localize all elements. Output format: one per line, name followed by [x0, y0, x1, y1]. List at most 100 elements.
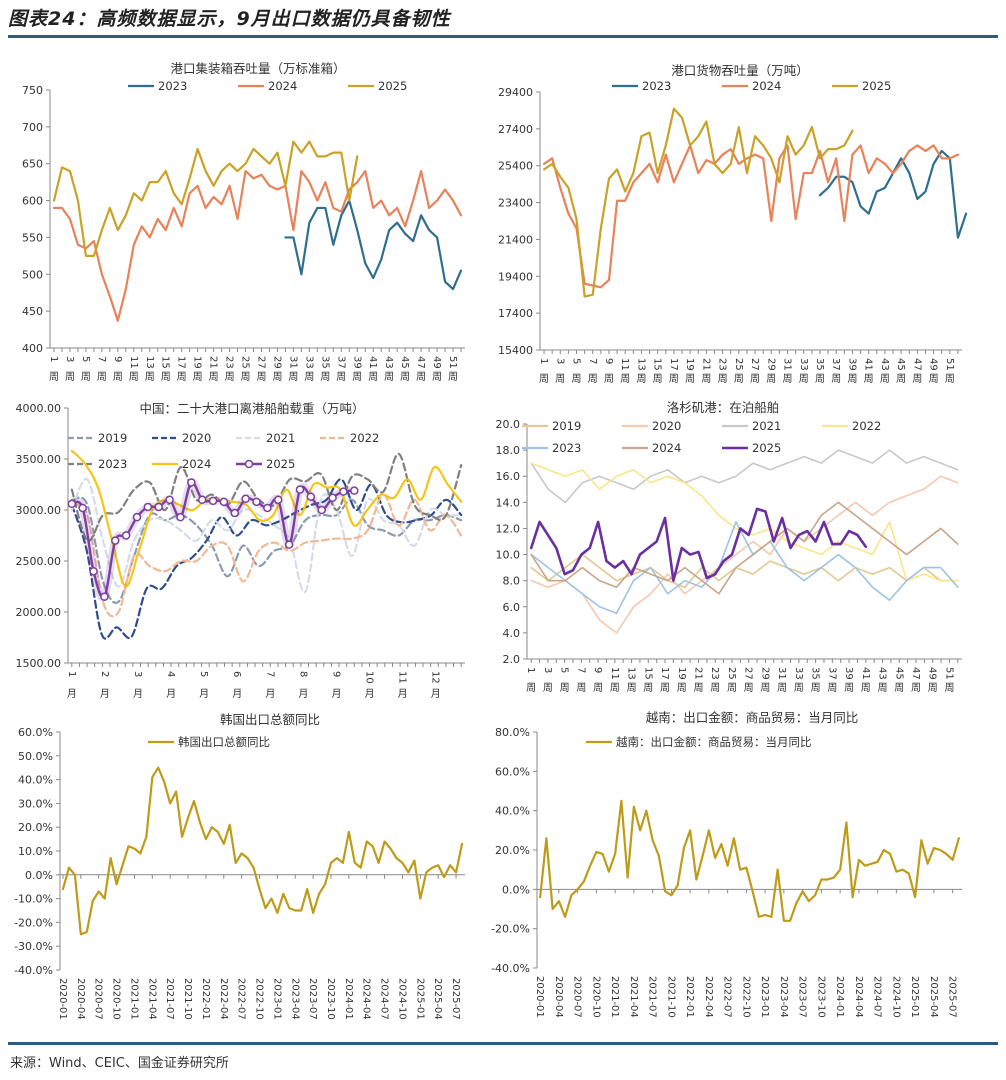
x-tick-label: 43 [877, 667, 888, 680]
legend-label: 2025 [378, 79, 407, 93]
x-tick-label: 2021-01 [609, 976, 620, 1018]
y-tick-label: 50.0% [18, 750, 53, 763]
y-tick-label: -30.0% [14, 940, 53, 953]
x-tick-unit: 周 [861, 682, 871, 694]
legend-label: 2024 [652, 441, 681, 455]
legend-label: 2019 [98, 431, 127, 445]
x-tick-unit: 周 [65, 371, 75, 383]
x-tick-label: 2023-04 [778, 976, 789, 1018]
x-tick-unit: 周 [878, 682, 888, 694]
legend-label: 2021 [752, 419, 781, 433]
x-tick-label: 2021-04 [628, 976, 639, 1018]
x-tick-label: 11 [397, 671, 408, 684]
y-tick-label: 14.0 [496, 496, 521, 509]
x-tick-label: 51 [944, 358, 955, 371]
y-tick-label: 20.0% [18, 821, 53, 834]
x-tick-unit: 月 [100, 688, 110, 700]
x-tick-unit: 周 [669, 373, 679, 385]
y-tick-label: 12.0 [496, 522, 521, 535]
x-tick-label: 37 [830, 358, 841, 371]
series-line-2025 [542, 107, 854, 298]
data-point-2025 [263, 503, 272, 513]
data-point-2025 [241, 494, 250, 504]
legend-label: 2023 [552, 441, 581, 455]
x-tick-unit: 周 [734, 373, 744, 385]
y-tick-label: 15400 [498, 344, 533, 357]
x-tick-unit: 周 [912, 373, 922, 385]
data-point-2025 [78, 503, 87, 513]
y-tick-label: 0.0% [502, 883, 530, 896]
x-tick-label: 2020-07 [572, 976, 583, 1018]
x-tick-unit: 周 [911, 682, 921, 694]
x-tick-unit: 周 [864, 373, 874, 385]
x-tick-label: 21 [208, 356, 219, 369]
x-tick-label: 2022-04 [218, 978, 229, 1020]
data-point-2025 [67, 499, 77, 509]
x-tick-label: 2023-01 [271, 978, 282, 1020]
y-tick-label: 550 [22, 231, 43, 244]
series-line-2024 [52, 169, 463, 322]
legend-label: 2019 [552, 419, 581, 433]
x-tick-label: 23 [709, 667, 720, 680]
x-tick-label: 9 [330, 671, 341, 677]
legend-label: 韩国出口总额同比 [178, 735, 270, 749]
x-tick-label: 2020-07 [93, 978, 104, 1020]
data-point-2025 [132, 512, 142, 522]
x-tick-label: 17 [659, 667, 670, 680]
x-tick-unit: 周 [643, 682, 653, 694]
y-tick-label: 25400 [498, 160, 533, 173]
legend-label: 2025 [752, 441, 781, 455]
series-line-2024 [530, 501, 959, 595]
x-tick-label: 7 [264, 671, 275, 677]
y-tick-label: 60.0% [18, 726, 53, 739]
legend-label: 2020 [652, 419, 681, 433]
x-tick-label: 29 [271, 356, 282, 369]
legend-label: 2025 [862, 79, 891, 93]
x-tick-label: 4 [165, 671, 176, 677]
data-point-2025 [350, 486, 359, 495]
x-tick-label: 2020-01 [57, 978, 68, 1020]
x-tick-label: 13 [144, 356, 155, 369]
source-note: 来源：Wind、CEIC、国金证券研究所 [10, 1056, 229, 1071]
x-tick-label: 11 [609, 667, 620, 680]
x-tick-unit: 月 [298, 688, 308, 700]
chart-title: 中国：二十大港口离港船舶载重（万吨） [139, 401, 364, 416]
chart-6: 越南：出口金额：商品贸易：当月同比 -40.0% -20.0% 0.0% 20.0% 40… [491, 710, 962, 1018]
legend-label: 越南：出口金额：商品贸易：当月同比 [616, 735, 812, 749]
x-tick-unit: 周 [555, 373, 565, 385]
y-tick-label: 30.0% [18, 797, 53, 810]
title-divider [8, 35, 998, 38]
x-tick-unit: 周 [81, 371, 91, 383]
y-tick-label: 650 [22, 158, 43, 171]
x-tick-unit: 月 [365, 688, 375, 700]
y-tick-label: 21400 [498, 233, 533, 246]
x-tick-label: 15 [160, 356, 171, 369]
x-tick-label: 1 [525, 667, 536, 673]
x-tick-label: 27 [749, 358, 760, 371]
y-tick-label: 23400 [498, 197, 533, 210]
x-tick-unit: 月 [265, 688, 275, 700]
y-tick-label: 40.0% [495, 805, 530, 818]
y-tick-label: 2.0 [503, 653, 521, 666]
legend-label: 2020 [182, 431, 211, 445]
x-tick-unit: 周 [685, 373, 695, 385]
x-tick-unit: 周 [894, 682, 904, 694]
x-tick-label: 2024-04 [361, 978, 372, 1020]
series-line-韩国出口总额同比 [61, 766, 464, 936]
y-tick-label: 450 [22, 305, 43, 318]
chart-title: 洛杉矶港：在泊船舶 [667, 400, 780, 415]
x-tick-label: 2020-10 [590, 976, 601, 1018]
x-tick-label: 2024-01 [834, 976, 845, 1018]
x-tick-label: 11 [619, 358, 630, 371]
series-line-2025 [529, 507, 868, 582]
x-tick-label: 45 [893, 667, 904, 680]
chart-3: 中国：二十大港口离港船舶载重（万吨） 1500.00 2000.00 2500.00 3… [16, 401, 465, 700]
x-tick-unit: 周 [827, 682, 837, 694]
x-tick-unit: 月 [133, 688, 143, 700]
x-tick-label: 2022-10 [740, 976, 751, 1018]
x-tick-unit: 周 [256, 371, 266, 383]
x-tick-unit: 月 [67, 688, 77, 700]
x-tick-unit: 周 [225, 371, 235, 383]
legend-label: 2021 [266, 431, 295, 445]
